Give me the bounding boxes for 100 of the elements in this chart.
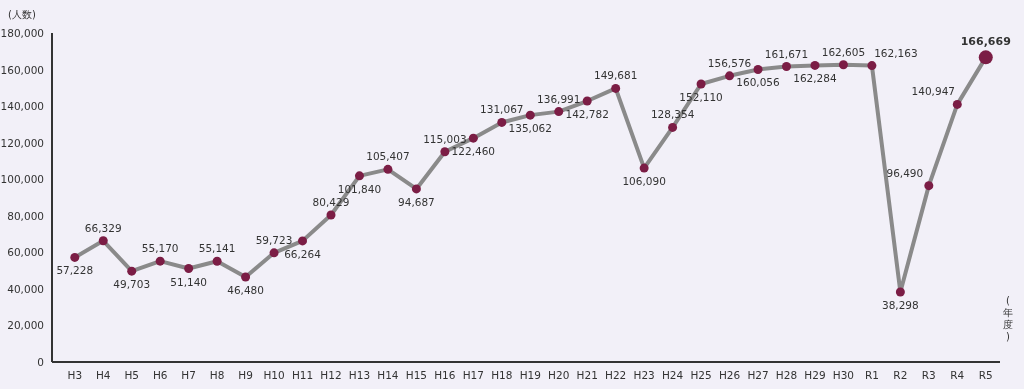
x-tick-label: R5 (978, 369, 993, 381)
x-tick-label: R4 (950, 369, 965, 381)
point (668, 122, 678, 132)
data-label: 80,429 (312, 196, 350, 208)
data-label: 156,576 (707, 56, 752, 69)
data-label: 96,490 (886, 166, 924, 179)
point (924, 181, 934, 191)
x-tick-label: H30 (832, 369, 855, 381)
data-label: 131,067 (480, 103, 524, 116)
point (810, 60, 820, 70)
x-tick-label: H15 (405, 369, 428, 381)
point (725, 71, 735, 81)
data-label: 149,681 (593, 69, 638, 82)
data-label: 51,140 (170, 275, 207, 288)
data-label: 160,056 (736, 76, 780, 89)
x-tick-label: H10 (263, 369, 285, 381)
data-label: 59,723 (255, 233, 293, 246)
x-tick-label: R3 (921, 369, 936, 381)
data-label: 115,003 (423, 132, 467, 145)
data-label: 122,460 (451, 145, 496, 158)
x-tick-label: H19 (519, 369, 541, 381)
point (611, 83, 621, 93)
y-tick-label: 180,000 (0, 27, 44, 39)
x-tick-label: H27 (747, 369, 769, 381)
y-tick-label: 0 (37, 356, 44, 368)
x-tick-label: H17 (462, 369, 484, 381)
data-label: 105,407 (366, 150, 410, 163)
point (952, 99, 962, 109)
x-tick-label: H9 (238, 369, 253, 381)
data-label: 162,163 (874, 46, 918, 59)
data-label: 142,782 (565, 108, 609, 121)
x-tick-label: H7 (181, 369, 196, 381)
x-tick-label: H26 (718, 369, 741, 381)
data-label: 94,687 (398, 195, 435, 208)
y-tick-label: 140,000 (0, 100, 44, 113)
data-label: 38,298 (882, 299, 919, 311)
point (639, 163, 649, 173)
x-tick-label: H23 (633, 369, 655, 381)
point (867, 61, 877, 71)
point (554, 107, 564, 117)
data-label: 106,090 (622, 175, 666, 188)
x-tick-label: R1 (864, 369, 879, 381)
x-tick-label: H20 (548, 369, 570, 381)
x-tick-label: H24 (661, 369, 684, 381)
data-label: 162,284 (793, 72, 837, 85)
x-tick-label: H14 (377, 369, 399, 381)
point (838, 60, 848, 70)
point (440, 147, 450, 157)
data-label: 55,141 (198, 242, 236, 255)
point (497, 117, 507, 127)
x-tick-label: H8 (209, 369, 225, 381)
point (696, 79, 706, 89)
x-tick-label: H11 (291, 369, 314, 381)
point (155, 256, 165, 266)
point (127, 266, 137, 276)
x-tick-label: H12 (320, 369, 342, 381)
point (98, 236, 108, 246)
y-tick-label: 20,000 (7, 319, 44, 332)
x-tick-label: H29 (804, 369, 826, 381)
x-tick-label: H18 (491, 369, 513, 381)
data-label: 49,703 (113, 278, 151, 291)
x-tick-label: H3 (67, 369, 83, 381)
x-tick-label: H5 (124, 369, 139, 381)
data-label: 161,671 (764, 47, 809, 60)
point (184, 264, 194, 274)
data-label: 66,329 (84, 221, 122, 234)
point (525, 110, 535, 120)
point (70, 252, 80, 262)
x-tick-label: H22 (605, 369, 627, 381)
x-tick-label: H6 (152, 369, 168, 381)
point (326, 210, 336, 220)
data-label: 152,110 (679, 91, 723, 103)
data-label: 55,170 (141, 242, 179, 255)
point (411, 184, 421, 194)
x-tick-label: R2 (893, 369, 908, 381)
x-tick-label: H16 (434, 369, 456, 381)
y-tick-label: 60,000 (7, 246, 44, 259)
y-tick-label: 120,000 (0, 136, 44, 149)
y-axis-title: (人数) (8, 9, 36, 20)
point (269, 248, 279, 258)
y-tick-label: 160,000 (0, 63, 44, 76)
point (241, 272, 251, 282)
data-label: 46,480 (227, 284, 264, 297)
x-axis-title: (年度) (1003, 295, 1013, 342)
data-label: 166,669 (960, 35, 1011, 49)
point (753, 64, 763, 74)
point (354, 171, 364, 181)
data-label: 66,264 (284, 247, 321, 260)
data-label: 135,062 (508, 122, 552, 135)
x-tick-label: H13 (348, 369, 371, 381)
x-tick-label: H25 (690, 369, 712, 381)
point (468, 133, 478, 143)
point (212, 256, 222, 266)
point (383, 164, 393, 174)
point (298, 236, 308, 246)
data-label: 162,605 (821, 45, 866, 58)
y-tick-label: 100,000 (0, 173, 44, 186)
x-tick-label: H21 (576, 369, 598, 381)
x-tick-label: H28 (775, 369, 798, 381)
data-label: 57,228 (56, 264, 94, 277)
